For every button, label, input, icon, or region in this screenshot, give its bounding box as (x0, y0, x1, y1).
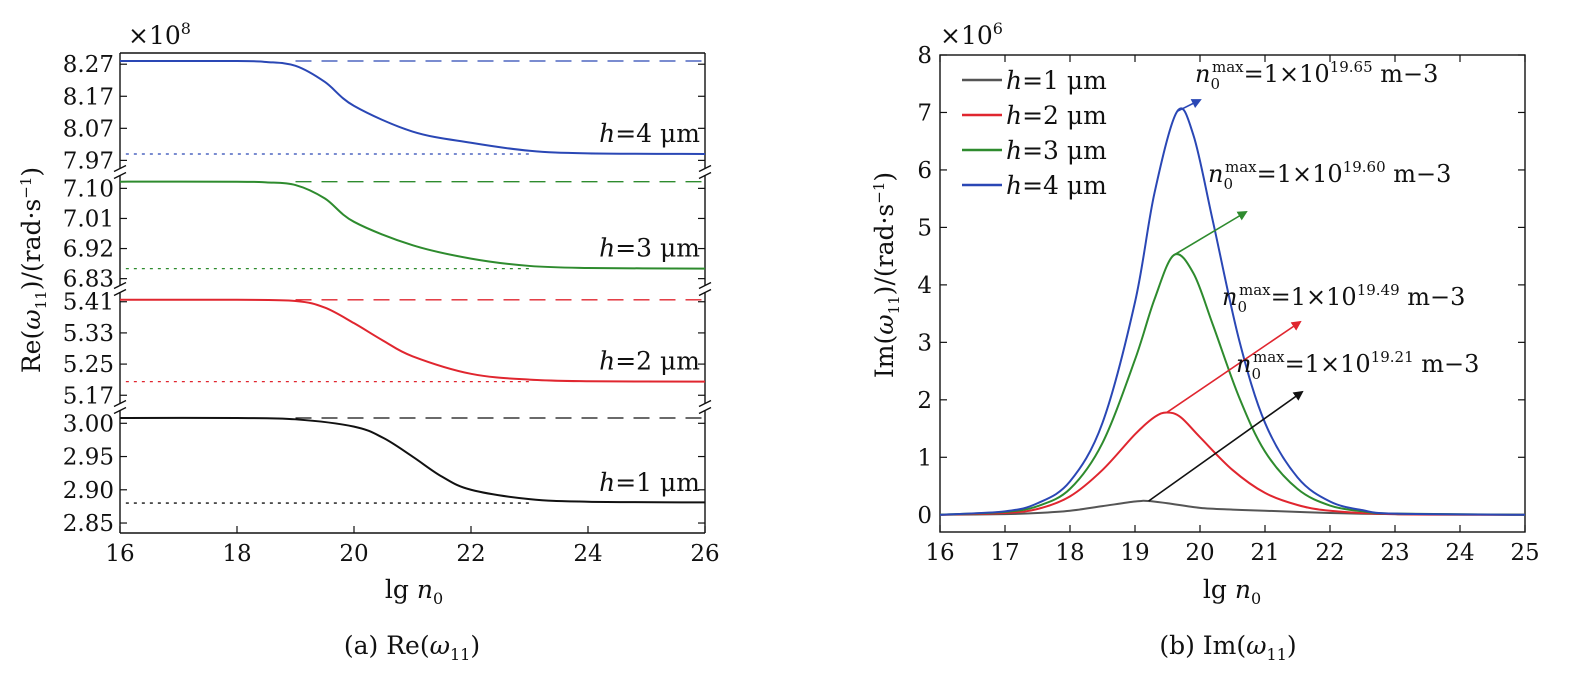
annotation-arrow (1148, 390, 1304, 502)
x-tick-label: 16 (925, 540, 954, 566)
x-tick-label: 24 (1445, 540, 1474, 566)
peak-annotation-19-21: n0max=1×1019.21 m−3 (1148, 348, 1479, 502)
y-tick-label: 7 (917, 100, 932, 126)
x-tick-label: 26 (690, 541, 719, 567)
y-tick-label: 0 (917, 503, 932, 529)
annotation-label: n0max=1×1019.49 m−3 (1222, 281, 1465, 316)
x-tick-label: 22 (456, 541, 485, 567)
axis-break-gap (114, 285, 126, 294)
y-tick-label: 5.17 (63, 383, 114, 409)
y-tick-label: 5.33 (63, 321, 114, 347)
annotation-arrow (1173, 210, 1248, 256)
series-label-h-2-m: h=2 μm (599, 347, 700, 376)
y-tick-label: 8.27 (63, 52, 114, 78)
chart-b-xlabel: lg n0 (1203, 575, 1261, 608)
chart-b-caption: (b) Im(ω11) (1159, 631, 1296, 664)
y-tick-label: 2.90 (63, 478, 114, 504)
plot-frame (939, 54, 1526, 533)
x-tick-label: 17 (990, 540, 1019, 566)
chart-a-ylabel: Re(ω11)/(rad·s−1) (17, 167, 50, 373)
legend-label-h-2-m: h=2 μm (1006, 101, 1107, 130)
legend-label-h-3-m: h=3 μm (1006, 136, 1107, 165)
x-tick-label: 20 (1185, 540, 1214, 566)
chart-a-xlabel: lg n0 (385, 575, 443, 608)
peak-annotation-19-60: n0max=1×1019.60 m−3 (1173, 158, 1451, 256)
series-line-h-3-m (119, 180, 706, 270)
y-tick-label: 5 (917, 215, 932, 241)
legend: h=1 μm h=2 μm h=3 μm h=4 μm (962, 66, 1107, 200)
panel-h-2-m: 5.41 5.33 5.25 5.17 h=2 μm (63, 290, 712, 415)
y-tick-label: 7.10 (63, 176, 114, 202)
x-tick-label: 16 (105, 541, 134, 567)
x-tick-label: 24 (573, 541, 602, 567)
axis-break-gap (699, 403, 711, 412)
series-label-h-3-m: h=3 μm (599, 234, 700, 263)
series-line-h-4-m (119, 59, 706, 155)
axis-break-mark (113, 164, 127, 173)
chart-a-caption: (a) Re(ω11) (344, 631, 480, 664)
annotation-label: n0max=1×1019.65 m−3 (1195, 58, 1438, 93)
axis-break-mark (698, 399, 712, 408)
y-tick-label: 7.97 (63, 148, 114, 174)
x-tick-label: 19 (1120, 540, 1149, 566)
axis-break-gap (114, 403, 126, 412)
panel-h-1-m: 3.00 2.95 2.90 2.85 h=1 μm (63, 410, 706, 537)
y-tick-label: 8.07 (63, 116, 114, 142)
y-tick-label: 5.25 (63, 352, 114, 378)
axis-break-mark (113, 399, 127, 408)
axis-break-mark (698, 281, 712, 290)
peak-annotation-19-65: n0max=1×1019.65 m−3 (1176, 58, 1438, 113)
legend-label-h-4-m: h=4 μm (1006, 171, 1107, 200)
axis-break-gap (114, 168, 126, 177)
peak-annotation-19-49: n0max=1×1019.49 m−3 (1166, 281, 1465, 414)
y-tick-label: 6 (917, 158, 932, 184)
x-tick-label: 18 (1055, 540, 1084, 566)
y-tick-label: 3 (917, 330, 932, 356)
panel-h-3-m: 7.10 7.01 6.92 6.83 h=3 μm (63, 175, 712, 297)
y-tick-label: 8 (917, 43, 932, 69)
series-line-h-1-m (939, 499, 1526, 516)
axis-break-mark (113, 281, 127, 290)
y-tick-label: 2.85 (63, 511, 114, 537)
x-tick-label: 20 (339, 541, 368, 567)
y-tick-label: 5.41 (63, 290, 114, 316)
panel-h-4-m: 8.27 8.17 8.07 7.97 h=4 μm (63, 52, 712, 180)
annotation-label: n0max=1×1019.60 m−3 (1208, 158, 1451, 193)
chart-a-re-omega: ×108 8.27 8.17 8.07 7.97 h=4 μm 7.10 7.01 6.92 6… (17, 19, 720, 664)
series-line-h-2-m (939, 411, 1526, 516)
y-tick-label: 7.01 (63, 206, 114, 232)
annotation-arrow (1176, 99, 1202, 113)
series-label-h-1-m: h=1 μm (599, 468, 700, 497)
series-line-h-1-m (119, 416, 706, 504)
series-line-h-3-m (939, 253, 1526, 516)
y-tick-label: 2.95 (63, 445, 114, 471)
y-tick-label: 3.00 (63, 411, 114, 437)
x-tick-label: 23 (1380, 540, 1409, 566)
x-tick-label: 25 (1510, 540, 1539, 566)
axis-break-gap (699, 285, 711, 294)
axis-break-gap (699, 168, 711, 177)
series-line-h-2-m (119, 298, 706, 383)
y-tick-label: 6.92 (63, 237, 114, 263)
series-line-h-4-m (939, 107, 1526, 516)
y-tick-label: 1 (917, 445, 932, 471)
annotation-arrow (1166, 320, 1302, 414)
y-tick-label: 8.17 (63, 84, 114, 110)
chart-a-multiplier: ×108 (128, 19, 191, 50)
x-tick-label: 22 (1315, 540, 1344, 566)
y-tick-label: 6.83 (63, 267, 114, 293)
annotation-label: n0max=1×1019.21 m−3 (1236, 348, 1479, 383)
series-label-h-4-m: h=4 μm (599, 119, 700, 148)
x-tick-label: 21 (1250, 540, 1279, 566)
x-tick-label: 18 (222, 541, 251, 567)
axis-break-mark (698, 164, 712, 173)
y-tick-label: 2 (917, 388, 932, 414)
chart-b-ylabel: Im(ω11)/(rad·s−1) (870, 172, 903, 378)
legend-label-h-1-m: h=1 μm (1006, 66, 1107, 95)
y-tick-label: 4 (917, 273, 932, 299)
chart-b-multiplier: ×106 (940, 19, 1003, 50)
